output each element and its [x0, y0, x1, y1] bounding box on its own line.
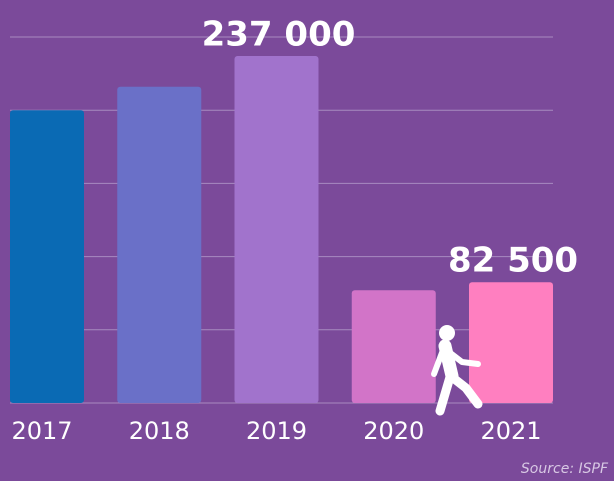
- bar: [117, 86, 202, 403]
- x-tick-label: 2018: [129, 417, 190, 445]
- x-tick-label: 2021: [480, 417, 541, 445]
- value-label: 82 500: [448, 241, 578, 281]
- x-tick-label: 2017: [11, 417, 72, 445]
- bar: [234, 56, 319, 403]
- bar: [469, 282, 553, 403]
- walker-head: [439, 325, 455, 341]
- x-tick-label: 2019: [246, 417, 307, 445]
- walker-arm: [431, 347, 481, 377]
- source: Source: ISPF: [521, 461, 609, 477]
- bar: [351, 290, 436, 403]
- walker-body: [438, 339, 459, 383]
- bar: [10, 110, 84, 403]
- value-label: 237 000: [202, 15, 356, 55]
- walker-leg: [435, 372, 483, 416]
- walker-icon: [431, 325, 483, 416]
- x-tick-label: 2020: [363, 417, 424, 445]
